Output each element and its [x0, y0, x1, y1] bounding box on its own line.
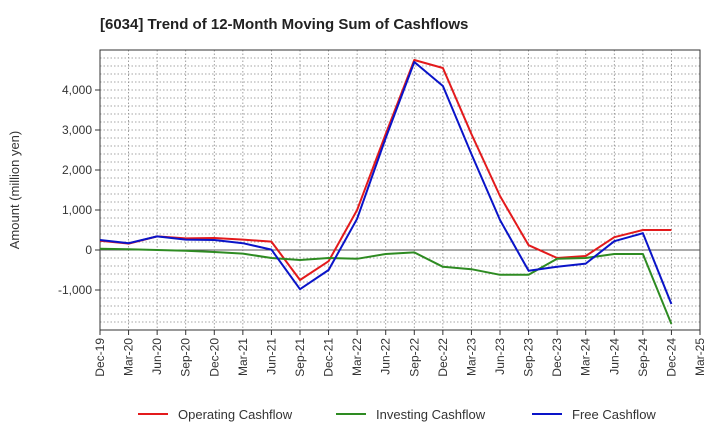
x-tick-label: Mar-23 [464, 338, 478, 376]
x-tick-label: Dec-21 [322, 338, 336, 377]
legend-label-free-cashflow: Free Cashflow [572, 407, 656, 422]
y-tick-label: -1,000 [58, 283, 92, 297]
x-tick-label: Dec-22 [436, 338, 450, 377]
x-tick-label: Mar-22 [350, 338, 364, 376]
x-tick-label: Mar-20 [122, 338, 136, 376]
legend: Operating Cashflow Investing Cashflow Free… [138, 407, 656, 422]
x-tick-label: Dec-24 [664, 338, 678, 377]
x-tick-label: Jun-20 [150, 338, 164, 375]
x-axis-ticks: Dec-19 Mar-20 Jun-20 Sep-20 Dec-20 Mar-21 Jun-… [93, 330, 707, 377]
y-axis-label: Amount (million yen) [7, 131, 22, 250]
y-tick-label: 0 [85, 243, 92, 257]
x-tick-label: Sep-23 [522, 338, 536, 377]
legend-label-operating-cashflow: Operating Cashflow [178, 407, 293, 422]
plot-area-frame [99, 49, 701, 331]
x-tick-label: Jun-24 [607, 338, 621, 375]
series-line-free-cashflow [99, 61, 673, 305]
x-tick-label: Sep-24 [636, 338, 650, 377]
x-tick-label: Mar-25 [693, 338, 707, 376]
y-tick-label: 3,000 [62, 123, 92, 137]
x-tick-label: Mar-24 [579, 338, 593, 376]
x-tick-label: Sep-20 [179, 338, 193, 377]
y-tick-label: 1,000 [62, 203, 92, 217]
x-tick-label: Jun-23 [493, 338, 507, 375]
series-lines [99, 59, 673, 325]
x-tick-label: Dec-20 [207, 338, 221, 377]
chart-title: [6034] Trend of 12-Month Moving Sum of C… [100, 16, 468, 33]
series-line-investing-cashflow [99, 247, 673, 325]
x-tick-label: Mar-21 [236, 338, 250, 376]
x-tick-label: Sep-22 [407, 338, 421, 377]
grid-lines [100, 50, 700, 330]
series-line-operating-cashflow [99, 59, 672, 281]
x-tick-label: Jun-21 [264, 338, 278, 375]
x-tick-label: Dec-19 [93, 338, 107, 377]
y-axis-ticks: -1,000 0 1,000 2,000 3,000 4,000 [58, 83, 100, 297]
x-tick-label: Dec-23 [550, 338, 564, 377]
x-tick-label: Jun-22 [379, 338, 393, 375]
y-tick-label: 2,000 [62, 163, 92, 177]
legend-label-investing-cashflow: Investing Cashflow [376, 407, 486, 422]
x-tick-label: Sep-21 [293, 338, 307, 377]
y-tick-label: 4,000 [62, 83, 92, 97]
